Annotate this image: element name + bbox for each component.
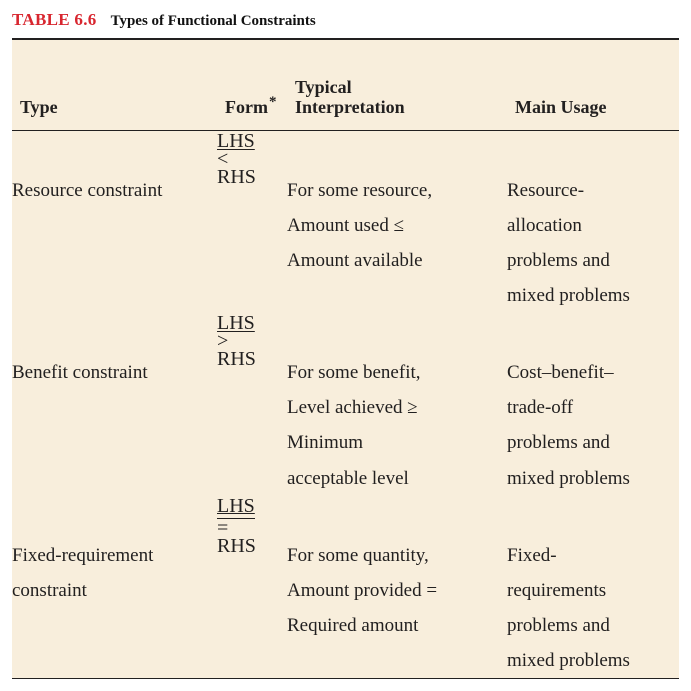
col-header-usage: Main Usage (507, 70, 679, 130)
col-header-text: Main Usage (515, 97, 607, 117)
cell-line: Level achieved ≥ (287, 390, 507, 425)
table-row: Fixed-requirement constraint LHS = RHS F… (12, 496, 679, 679)
cell-line: For some resource, (287, 173, 507, 208)
col-header-text: Interpretation (295, 98, 499, 118)
cell-line: allocation (507, 208, 679, 243)
cell-line: problems and (507, 425, 679, 460)
col-header-text: Form (225, 97, 268, 117)
cell-line: acceptable level (287, 461, 507, 496)
cell-line: For some benefit, (287, 355, 507, 390)
cell-line: Minimum (287, 425, 507, 460)
cell-type: Benefit constraint (12, 313, 217, 496)
cell-form: LHS = RHS (217, 496, 287, 679)
cell-line: problems and (507, 608, 679, 643)
cell-line: Fixed- (507, 538, 679, 573)
table-caption: TABLE 6.6 Types of Functional Constraint… (12, 10, 679, 30)
col-header-form: Form* (217, 70, 287, 130)
form-top: LHS (217, 496, 255, 519)
cell-line: mixed problems (507, 461, 679, 496)
cell-usage: Resource- allocation problems and mixed … (507, 130, 679, 313)
cell-interpretation: For some quantity, Amount provided = Req… (287, 496, 507, 679)
cell-line: Required amount (287, 608, 507, 643)
cell-interpretation: For some benefit, Level achieved ≥ Minim… (287, 313, 507, 496)
cell-line: Resource- (507, 173, 679, 208)
col-header-type: Type (12, 70, 217, 130)
cell-line: Amount provided = (287, 573, 507, 608)
cell-line: Benefit constraint (12, 355, 217, 390)
cell-type: Resource constraint (12, 130, 217, 313)
constraints-table: Type Form* Typical Interpretation Main U… (12, 38, 679, 679)
cell-line: Fixed-requirement (12, 538, 217, 573)
table-header-row: Type Form* Typical Interpretation Main U… (12, 70, 679, 130)
relation-lhs-lt-rhs: LHS < RHS (217, 131, 287, 188)
cell-interpretation: For some resource, Amount used ≤ Amount … (287, 130, 507, 313)
table-label: TABLE 6.6 (12, 10, 97, 29)
cell-type: Fixed-requirement constraint (12, 496, 217, 679)
relation-lhs-gt-rhs: LHS > RHS (217, 313, 287, 370)
cell-line: Resource constraint (12, 173, 217, 208)
table-figure: { "caption": { "label": "TABLE 6.6", "ti… (0, 0, 691, 691)
cell-line: Amount available (287, 243, 507, 278)
cell-line: For some quantity, (287, 538, 507, 573)
cell-line: trade-off (507, 390, 679, 425)
cell-line: Amount used ≤ (287, 208, 507, 243)
col-header-interpretation: Typical Interpretation (287, 70, 507, 130)
cell-form: LHS < RHS (217, 130, 287, 313)
form-bottom: RHS (217, 166, 256, 188)
cell-line: problems and (507, 243, 679, 278)
cell-line: mixed problems (507, 643, 679, 678)
col-header-text: Type (20, 97, 58, 117)
cell-form: LHS > RHS (217, 313, 287, 496)
relation-lhs-eq-rhs: LHS = RHS (217, 496, 287, 557)
table-row: Benefit constraint LHS > RHS For some be… (12, 313, 679, 496)
cell-usage: Cost–benefit– trade-off problems and mix… (507, 313, 679, 496)
cell-line: constraint (12, 573, 217, 608)
form-bottom: RHS (217, 535, 256, 557)
footnote-marker: * (269, 94, 277, 110)
cell-line: requirements (507, 573, 679, 608)
table-title: Types of Functional Constraints (111, 13, 316, 29)
table-top-rule (12, 39, 679, 70)
col-header-text: Typical (295, 78, 499, 98)
cell-usage: Fixed- requirements problems and mixed p… (507, 496, 679, 679)
cell-line: mixed problems (507, 278, 679, 313)
form-bottom: RHS (217, 348, 256, 370)
table-row: Resource constraint LHS < RHS For some r… (12, 130, 679, 313)
cell-line: Cost–benefit– (507, 355, 679, 390)
